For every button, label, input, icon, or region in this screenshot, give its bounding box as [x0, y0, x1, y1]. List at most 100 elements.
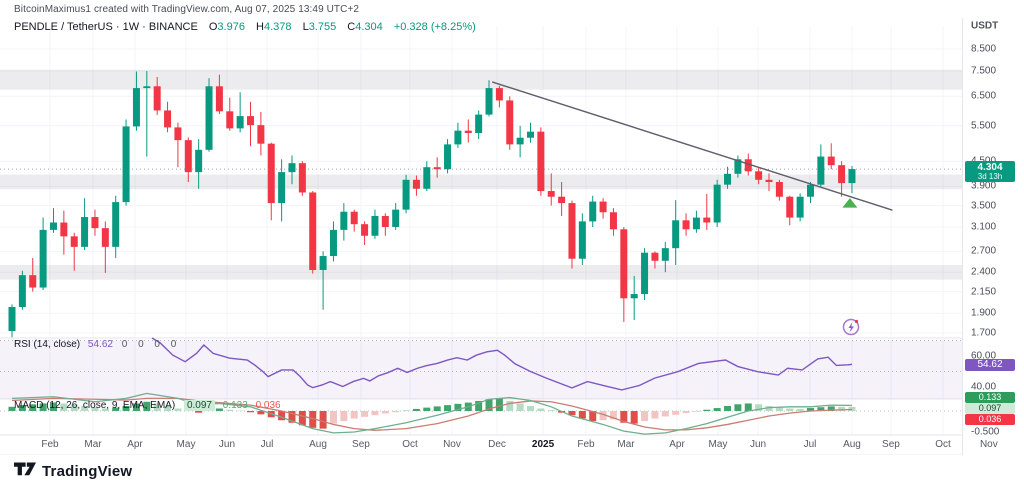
candle[interactable]: [267, 143, 275, 204]
candle[interactable]: [122, 126, 130, 203]
candle[interactable]: [361, 224, 369, 236]
macd-legend-title[interactable]: MACD (12, 26, close, 9, EMA, EMA): [14, 400, 176, 411]
candle[interactable]: [298, 163, 306, 193]
candle[interactable]: [599, 201, 607, 213]
candle[interactable]: [247, 116, 255, 126]
candle[interactable]: [661, 248, 669, 261]
candle[interactable]: [91, 217, 99, 229]
candle[interactable]: [848, 169, 856, 184]
candle[interactable]: [682, 220, 690, 230]
candle[interactable]: [371, 215, 379, 236]
candle[interactable]: [806, 184, 814, 197]
candle[interactable]: [49, 222, 57, 230]
time-axis[interactable]: Feb Mar Apr May Jun Jul Aug Sep Oct Nov Dec 2025 Feb…: [0, 437, 1024, 453]
candle[interactable]: [81, 217, 89, 247]
candle[interactable]: [765, 179, 773, 183]
candle[interactable]: [641, 252, 649, 295]
candle[interactable]: [744, 159, 752, 172]
candle[interactable]: [827, 156, 835, 166]
candle[interactable]: [796, 196, 804, 218]
candle[interactable]: [485, 88, 493, 115]
chart-canvas[interactable]: [0, 0, 1024, 455]
candle[interactable]: [70, 236, 78, 247]
candle[interactable]: [651, 252, 659, 261]
candle[interactable]: [226, 111, 234, 129]
candle[interactable]: [412, 179, 420, 189]
candle[interactable]: [786, 196, 794, 218]
candle[interactable]: [153, 86, 161, 111]
candle[interactable]: [444, 144, 452, 170]
candle[interactable]: [838, 165, 846, 184]
rsi-line[interactable]: [151, 337, 853, 391]
candle[interactable]: [195, 149, 203, 173]
candle[interactable]: [8, 307, 16, 331]
candle[interactable]: [402, 179, 410, 210]
candle[interactable]: [288, 163, 296, 173]
candle[interactable]: [630, 294, 638, 299]
candle[interactable]: [257, 125, 265, 144]
lightning-icon[interactable]: [842, 318, 860, 336]
candle[interactable]: [547, 191, 555, 197]
candle[interactable]: [29, 275, 37, 288]
candle[interactable]: [60, 222, 68, 237]
candle[interactable]: [692, 217, 700, 230]
candle[interactable]: [506, 100, 514, 145]
candle[interactable]: [329, 229, 337, 257]
candle[interactable]: [112, 202, 120, 247]
candle[interactable]: [620, 229, 628, 299]
candle[interactable]: [734, 159, 742, 174]
candle[interactable]: [350, 211, 358, 225]
candle[interactable]: [101, 228, 109, 247]
candle[interactable]: [340, 211, 348, 230]
candle[interactable]: [18, 275, 26, 308]
candle[interactable]: [558, 196, 566, 204]
candle[interactable]: [184, 140, 192, 173]
candle[interactable]: [464, 130, 472, 133]
trendline[interactable]: [491, 81, 893, 211]
candle[interactable]: [433, 167, 441, 170]
price-axis[interactable]: USDT 8.5007.5006.5005.5004.5003.9003.500…: [962, 18, 1024, 455]
candle[interactable]: [236, 116, 244, 129]
candle[interactable]: [495, 88, 503, 101]
candle[interactable]: [755, 171, 763, 180]
candle[interactable]: [475, 114, 483, 133]
tradingview-logo[interactable]: TradingView: [14, 462, 132, 480]
candle[interactable]: [423, 167, 431, 189]
price-zone[interactable]: [0, 174, 962, 190]
candle[interactable]: [578, 221, 586, 259]
macd-histogram-bar: [423, 407, 431, 411]
candle[interactable]: [817, 156, 825, 185]
candle[interactable]: [454, 130, 462, 145]
candle[interactable]: [703, 217, 711, 223]
candle[interactable]: [39, 229, 47, 288]
macd-histogram-bar: [537, 408, 545, 411]
candle[interactable]: [568, 203, 576, 259]
candle[interactable]: [516, 137, 524, 145]
macd-histogram-bar: [838, 406, 846, 411]
candle[interactable]: [724, 173, 732, 185]
candle[interactable]: [381, 215, 389, 228]
rsi-legend-title[interactable]: RSI (14, close): [14, 339, 81, 350]
candle[interactable]: [143, 86, 151, 89]
candle[interactable]: [278, 172, 286, 204]
price-zone[interactable]: [0, 69, 962, 90]
candle[interactable]: [537, 131, 545, 192]
price-zone[interactable]: [0, 264, 962, 280]
triangle-up-marker[interactable]: [842, 198, 858, 208]
candle[interactable]: [527, 131, 534, 138]
candle[interactable]: [775, 182, 783, 197]
candle[interactable]: [713, 184, 721, 223]
candle[interactable]: [132, 88, 140, 127]
candle[interactable]: [164, 110, 172, 128]
candle[interactable]: [589, 201, 597, 222]
candle[interactable]: [215, 86, 223, 112]
candle[interactable]: [392, 209, 400, 228]
candle[interactable]: [609, 212, 617, 230]
candle[interactable]: [309, 192, 317, 270]
symbol-title[interactable]: PENDLE / TetherUS · 1W · BINANCE: [14, 21, 198, 33]
candle[interactable]: [319, 256, 327, 270]
candle[interactable]: [174, 127, 182, 141]
candle[interactable]: [672, 220, 680, 249]
candle[interactable]: [205, 86, 213, 150]
